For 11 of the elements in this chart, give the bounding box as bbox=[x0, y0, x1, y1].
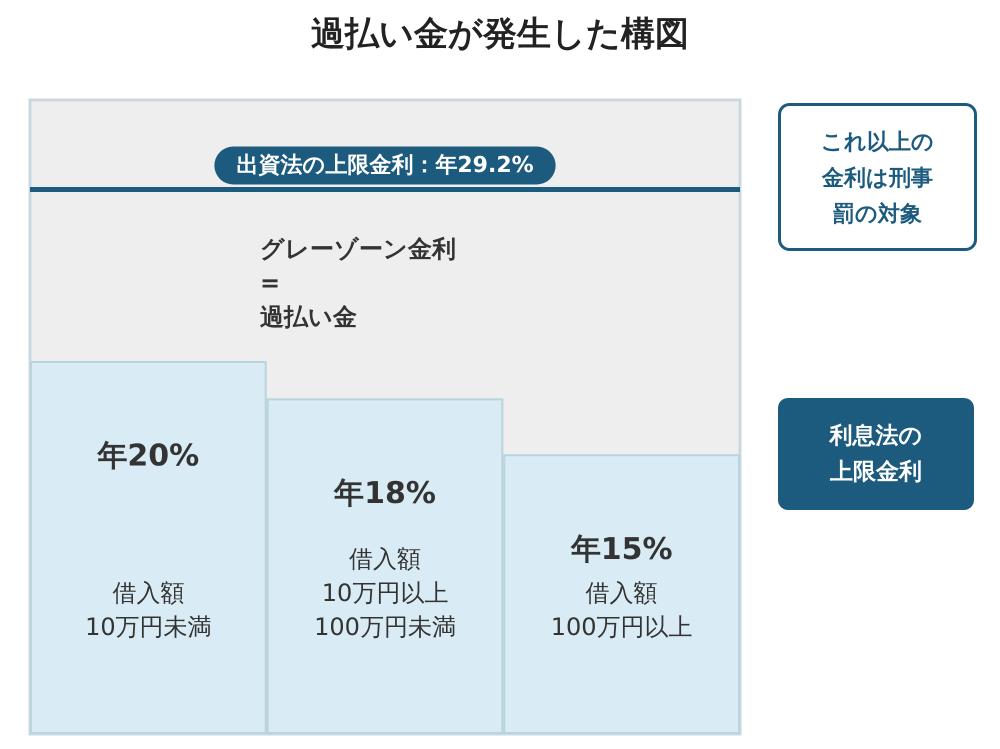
x-tick-label: 借入額 10万円以上 100万円未満 bbox=[314, 545, 456, 641]
text: 利息法の上限金利 bbox=[828, 423, 922, 485]
ref-line-label: 出資法の上限金利：年29.2% bbox=[236, 153, 534, 178]
data-label: 年20% bbox=[96, 438, 200, 474]
chart-title: 過払い金が発生した構図 bbox=[311, 14, 689, 54]
data-label: 年18% bbox=[333, 476, 436, 511]
x-tick-label: 借入額 10万円未満 bbox=[85, 579, 212, 641]
data-label: 年15% bbox=[570, 532, 673, 567]
text: これ以上の金利は刑事罰の対象 bbox=[821, 130, 934, 227]
annotation: グレーゾーン金利 = 過払い金 bbox=[260, 235, 456, 331]
x-tick-label: 借入額 100万円以上 bbox=[550, 579, 693, 641]
